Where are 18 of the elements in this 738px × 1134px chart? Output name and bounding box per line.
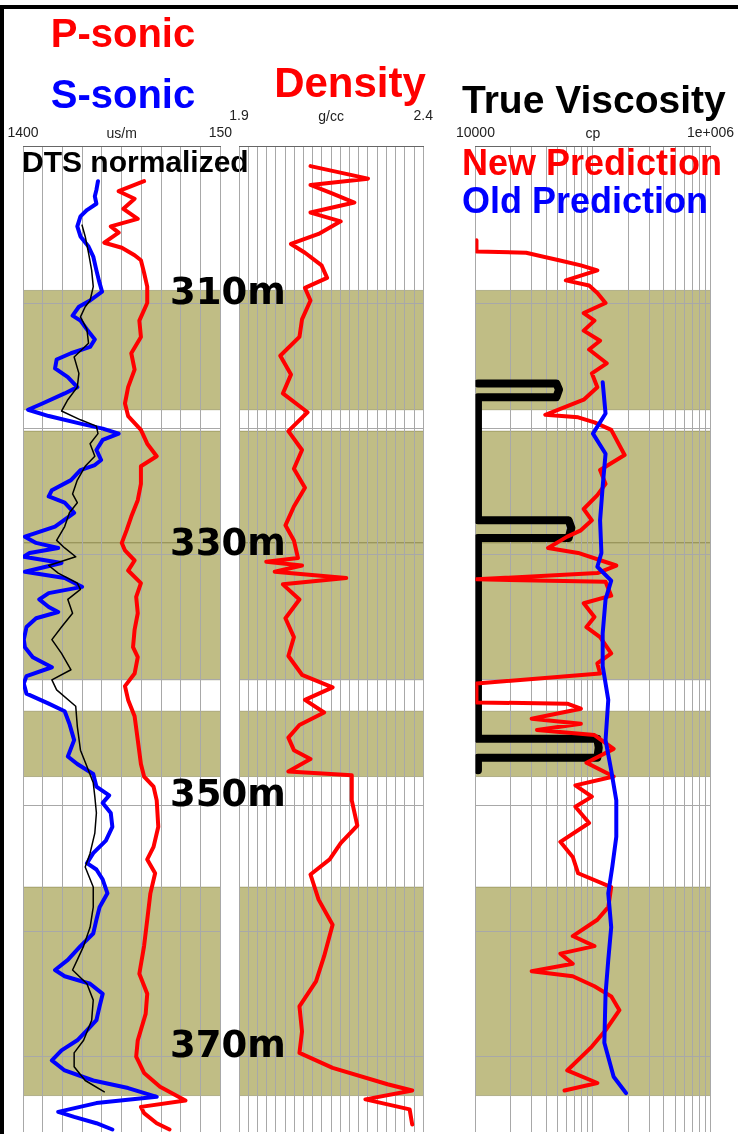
y-tick-label: 310m bbox=[170, 269, 286, 313]
text: P-sonic bbox=[50, 11, 196, 55]
text: True Viscosity bbox=[462, 78, 726, 121]
text: DTS normalized bbox=[22, 145, 249, 178]
x-tick-label: 1400 bbox=[7, 124, 39, 141]
text: S-sonic bbox=[50, 72, 196, 116]
series-label: New Prediction bbox=[462, 142, 723, 183]
text: Old Prediction bbox=[462, 180, 709, 221]
x-tick-label: 150 bbox=[208, 124, 233, 141]
y-tick-label: 350m bbox=[170, 772, 286, 816]
x-axis-title: cp bbox=[585, 124, 601, 141]
x-tick-label: 1.9 bbox=[229, 107, 249, 124]
x-tick-label: 2.4 bbox=[413, 107, 434, 124]
series-label: Density bbox=[274, 59, 426, 106]
x-axis-title: us/m bbox=[106, 124, 137, 141]
x-tick-label: 1e+006 bbox=[686, 124, 735, 141]
x-tick-label: 10000 bbox=[456, 124, 496, 141]
x-axis-title: g/cc bbox=[318, 107, 344, 124]
